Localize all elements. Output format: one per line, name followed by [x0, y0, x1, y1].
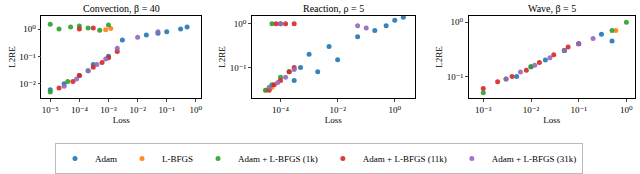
svg-text:10⁰: 10⁰	[23, 24, 36, 34]
svg-text:10⁻¹: 10⁻¹	[447, 72, 464, 82]
svg-text:Loss: Loss	[543, 115, 561, 125]
svg-text:10⁻¹: 10⁻¹	[158, 105, 175, 115]
svg-text:Adam + L-BFGS (11k): Adam + L-BFGS (11k)	[363, 154, 447, 164]
svg-text:10⁰: 10⁰	[190, 105, 203, 115]
svg-text:10⁰: 10⁰	[620, 105, 633, 115]
svg-text:Adam: Adam	[95, 154, 117, 164]
svg-text:Loss: Loss	[113, 115, 131, 125]
svg-text:Reaction, ρ = 5: Reaction, ρ = 5	[303, 3, 364, 14]
svg-text:Adam + L-BFGS (31k): Adam + L-BFGS (31k)	[492, 154, 576, 164]
svg-text:L2RE: L2RE	[7, 46, 17, 68]
svg-text:10⁻⁵: 10⁻⁵	[42, 105, 59, 115]
svg-text:10⁻¹: 10⁻¹	[570, 105, 587, 115]
svg-text:10⁻³: 10⁻³	[100, 105, 117, 115]
svg-text:L2RE: L2RE	[217, 46, 227, 68]
svg-text:10⁻²: 10⁻²	[129, 105, 146, 115]
svg-text:10⁻¹: 10⁻¹	[230, 63, 247, 73]
svg-text:L2RE: L2RE	[434, 46, 444, 68]
svg-text:Convection, β = 40: Convection, β = 40	[83, 3, 160, 14]
svg-text:Adam + L-BFGS (1k): Adam + L-BFGS (1k)	[238, 154, 318, 164]
svg-text:10⁻²: 10⁻²	[329, 105, 346, 115]
svg-text:Loss: Loss	[325, 115, 343, 125]
svg-text:10⁻⁴: 10⁻⁴	[272, 105, 289, 115]
svg-text:10⁰: 10⁰	[234, 19, 247, 29]
svg-text:10⁰: 10⁰	[451, 17, 464, 27]
svg-text:10⁻⁴: 10⁻⁴	[71, 105, 88, 115]
svg-text:10⁻²: 10⁻²	[19, 79, 36, 89]
svg-text:10⁰: 10⁰	[388, 105, 401, 115]
svg-text:L-BFGS: L-BFGS	[162, 154, 193, 164]
svg-text:10⁻²: 10⁻²	[523, 105, 540, 115]
svg-text:Wave, β = 5: Wave, β = 5	[528, 3, 576, 14]
svg-text:10⁻¹: 10⁻¹	[19, 52, 36, 62]
svg-text:10⁻³: 10⁻³	[475, 105, 492, 115]
